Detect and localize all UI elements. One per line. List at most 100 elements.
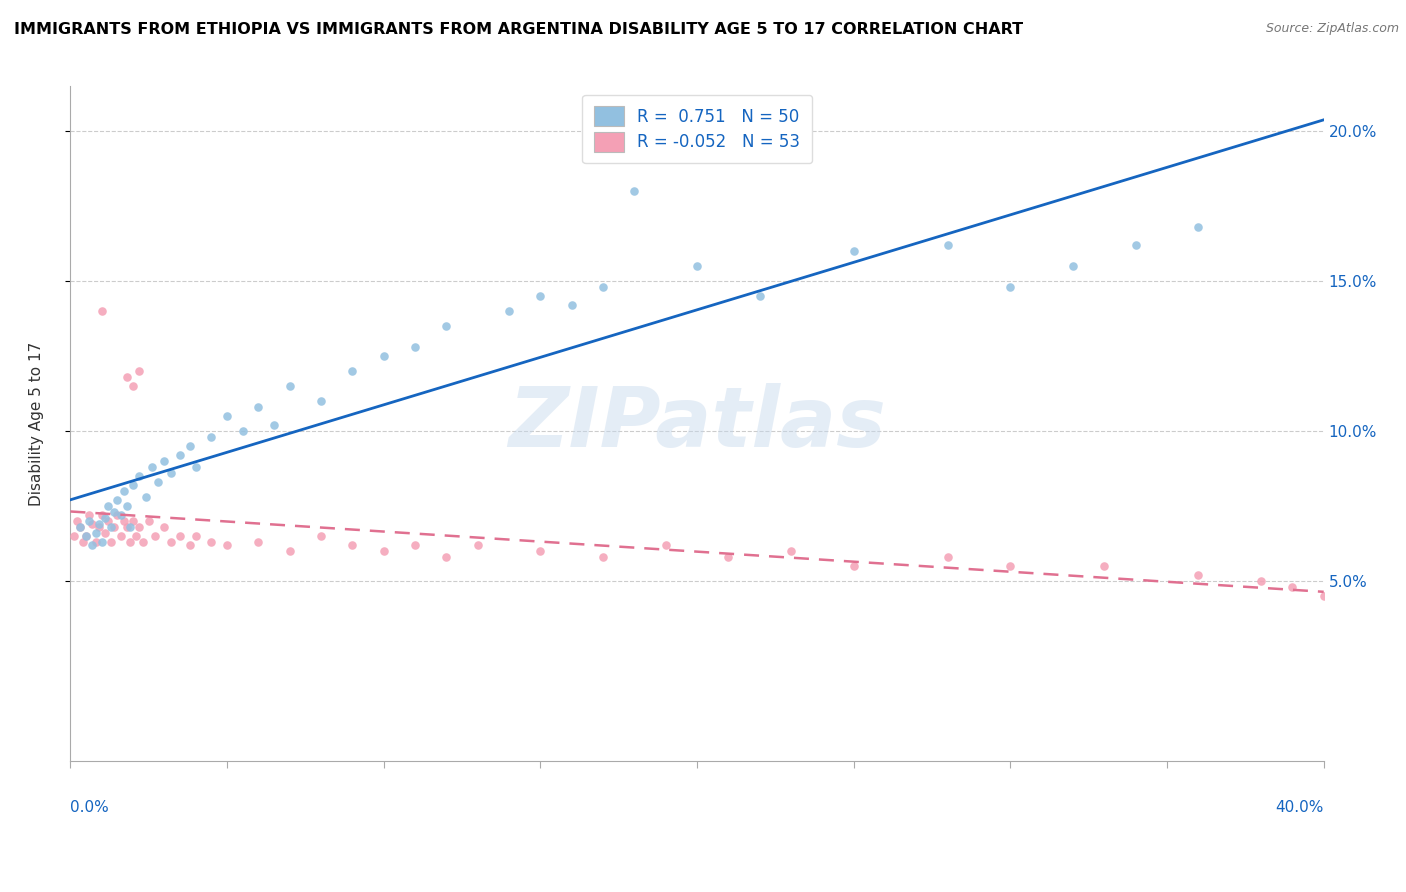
Point — [1281, 580, 1303, 594]
Point — [436, 319, 458, 334]
Text: ZIPatlas: ZIPatlas — [508, 383, 886, 464]
Point — [84, 535, 107, 549]
Point — [842, 244, 865, 259]
Point — [122, 379, 145, 393]
Point — [184, 460, 207, 475]
Point — [138, 514, 160, 528]
Point — [278, 379, 301, 393]
Point — [1000, 558, 1022, 573]
Point — [97, 499, 120, 513]
Point — [69, 520, 91, 534]
Point — [686, 259, 709, 273]
Point — [179, 538, 201, 552]
Point — [94, 525, 117, 540]
Point — [717, 549, 740, 564]
Point — [373, 544, 395, 558]
Point — [247, 400, 270, 414]
Point — [309, 394, 332, 409]
Point — [153, 454, 176, 468]
Point — [169, 529, 191, 543]
Point — [100, 520, 122, 534]
Point — [94, 511, 117, 525]
Point — [82, 516, 104, 531]
Point — [115, 520, 138, 534]
Point — [77, 514, 100, 528]
Point — [200, 430, 222, 444]
Point — [62, 529, 84, 543]
Point — [100, 535, 122, 549]
Point — [112, 483, 135, 498]
Point — [232, 424, 254, 438]
Text: Source: ZipAtlas.com: Source: ZipAtlas.com — [1265, 22, 1399, 36]
Point — [1125, 238, 1147, 252]
Point — [122, 478, 145, 492]
Point — [373, 349, 395, 363]
Point — [1312, 589, 1334, 603]
Point — [75, 529, 97, 543]
Point — [148, 475, 170, 489]
Y-axis label: Disability Age 5 to 17: Disability Age 5 to 17 — [30, 342, 44, 506]
Point — [159, 466, 181, 480]
Point — [153, 520, 176, 534]
Text: 40.0%: 40.0% — [1275, 799, 1323, 814]
Point — [115, 370, 138, 384]
Point — [1187, 220, 1209, 235]
Point — [115, 499, 138, 513]
Point — [342, 364, 364, 378]
Point — [655, 538, 678, 552]
Point — [87, 520, 110, 534]
Point — [936, 549, 959, 564]
Point — [217, 538, 239, 552]
Point — [592, 549, 614, 564]
Point — [1187, 567, 1209, 582]
Point — [87, 516, 110, 531]
Point — [404, 340, 426, 354]
Point — [103, 505, 125, 519]
Point — [90, 304, 112, 318]
Point — [200, 535, 222, 549]
Point — [131, 535, 153, 549]
Point — [84, 525, 107, 540]
Point — [936, 238, 959, 252]
Point — [90, 535, 112, 549]
Point — [436, 549, 458, 564]
Point — [184, 529, 207, 543]
Point — [75, 529, 97, 543]
Point — [529, 544, 551, 558]
Point — [118, 535, 141, 549]
Text: IMMIGRANTS FROM ETHIOPIA VS IMMIGRANTS FROM ARGENTINA DISABILITY AGE 5 TO 17 COR: IMMIGRANTS FROM ETHIOPIA VS IMMIGRANTS F… — [14, 22, 1024, 37]
Point — [90, 508, 112, 522]
Point — [342, 538, 364, 552]
Legend: R =  0.751   N = 50, R = -0.052   N = 53: R = 0.751 N = 50, R = -0.052 N = 53 — [582, 95, 811, 163]
Point — [82, 538, 104, 552]
Point — [125, 529, 148, 543]
Point — [141, 460, 163, 475]
Point — [112, 514, 135, 528]
Point — [592, 280, 614, 294]
Point — [143, 529, 166, 543]
Point — [1000, 280, 1022, 294]
Point — [842, 558, 865, 573]
Point — [780, 544, 803, 558]
Point — [278, 544, 301, 558]
Point — [103, 520, 125, 534]
Point — [748, 289, 770, 303]
Point — [128, 469, 150, 483]
Point — [467, 538, 489, 552]
Point — [404, 538, 426, 552]
Point — [529, 289, 551, 303]
Text: 0.0%: 0.0% — [70, 799, 110, 814]
Point — [122, 514, 145, 528]
Point — [169, 448, 191, 462]
Point — [1250, 574, 1272, 588]
Point — [247, 535, 270, 549]
Point — [110, 529, 132, 543]
Point — [135, 490, 157, 504]
Point — [69, 520, 91, 534]
Point — [72, 535, 94, 549]
Point — [66, 514, 89, 528]
Point — [1092, 558, 1115, 573]
Point — [107, 508, 129, 522]
Point — [97, 514, 120, 528]
Point — [128, 364, 150, 378]
